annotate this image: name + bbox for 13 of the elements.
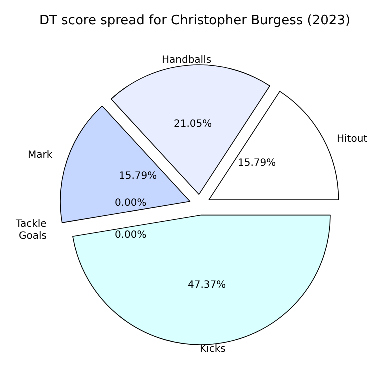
chart-title: DT score spread for Christopher Burgess (2023) [39,14,351,29]
data-label: 15.79% [238,158,276,169]
slice-label: Handballs [162,55,212,66]
slice-label: Kicks [200,344,226,355]
data-label: 47.37% [188,280,226,291]
text: 0.00% [115,230,147,241]
text: 0.00% [115,198,147,209]
slice-label: Hitout [337,134,368,145]
category-label: Goals [19,231,47,242]
slice-label: Mark [28,150,53,161]
data-label: 15.79% [119,171,158,182]
data-label: 21.05% [174,119,212,130]
category-label: Tackle [16,219,47,230]
